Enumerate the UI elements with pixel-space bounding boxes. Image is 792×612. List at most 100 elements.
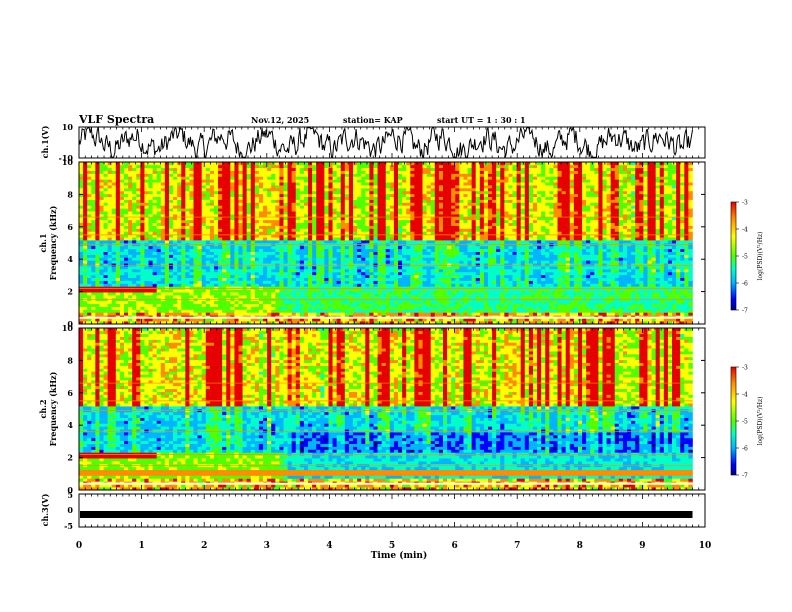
spectrogram-cell (377, 300, 382, 305)
spectrogram-cell (357, 173, 362, 177)
spectrogram-cell (181, 289, 186, 293)
spectrogram-cell (213, 222, 219, 226)
spectrogram-cell (144, 248, 149, 252)
spectrogram-cell (385, 225, 391, 229)
spectrogram-cell (164, 173, 170, 177)
spectrogram-cell (168, 260, 174, 264)
spectrogram-cell (410, 162, 415, 166)
spectrogram-cell (348, 269, 354, 273)
spectrogram-cell (91, 190, 96, 195)
spectrogram-cell (377, 211, 382, 215)
spectrogram-cell (287, 269, 292, 273)
spectrogram-cell (226, 309, 231, 313)
spectrogram-cell (299, 263, 305, 267)
spectrogram-cell (115, 170, 121, 174)
spectrogram-cell (430, 231, 436, 235)
spectrogram-cell (115, 216, 121, 221)
spectrogram-cell (279, 280, 284, 284)
spectrogram-cell (132, 228, 137, 232)
spectrogram-cell (226, 216, 231, 221)
spectrogram-cell (283, 176, 288, 180)
spectrogram-cell (373, 185, 378, 189)
spectrogram-cell (316, 289, 321, 293)
spectrogram-cell (340, 240, 346, 244)
spectrogram-cell (156, 300, 162, 305)
spectrogram-cell (246, 283, 252, 287)
spectrogram-cell (271, 254, 276, 258)
spectrogram-cell (201, 280, 207, 284)
spectrogram-cell (168, 251, 174, 255)
spectrogram-cell (402, 289, 407, 293)
spectrogram-cell (422, 185, 427, 189)
spectrogram-cell (168, 321, 174, 325)
spectrogram-cell (385, 318, 391, 322)
spectrogram-cell (328, 208, 333, 212)
spectrogram-cell (258, 190, 264, 195)
spectrogram-cell (336, 211, 342, 215)
spectrogram-cell (381, 202, 387, 206)
spectrogram-cell (361, 162, 366, 166)
spectrogram-cell (299, 188, 305, 192)
spectrogram-cell (242, 309, 247, 313)
spectrogram-cell (324, 280, 329, 284)
spectrogram-cell (152, 193, 158, 198)
spectrogram-cell (230, 208, 235, 212)
spectrogram-cell (357, 303, 362, 307)
spectrogram-cell (201, 188, 207, 192)
spectrogram-cell (144, 222, 149, 226)
spectrogram-cell (185, 237, 190, 241)
spectrogram-cell (242, 289, 247, 293)
spectrogram-cell (422, 271, 427, 276)
spectrogram-cell (410, 173, 415, 177)
spectrogram-cell (230, 196, 235, 200)
spectrogram-cell (209, 190, 215, 195)
spectrogram-cell (369, 234, 374, 238)
spectrogram-cell (218, 280, 223, 284)
spectrogram-cell (414, 190, 419, 195)
spectrogram-cell (369, 248, 374, 252)
spectrogram-cell (348, 176, 354, 180)
spectrogram-cell (402, 248, 407, 252)
spectrogram-cell (369, 260, 374, 264)
spectrogram-cell (344, 251, 350, 255)
spectrogram-cell (340, 280, 346, 284)
spectrogram-cell (275, 185, 280, 189)
spectrogram-cell (99, 167, 104, 171)
spectrogram-cell (365, 179, 370, 183)
spectrogram-cell (344, 277, 350, 281)
spectrogram-cell (238, 170, 243, 174)
spectrogram-cell (132, 222, 137, 226)
spectrogram-cell (181, 260, 186, 264)
spectrogram-cell (148, 312, 153, 316)
spectrogram-cell (193, 202, 198, 206)
spectrogram-cell (168, 283, 174, 287)
spectrogram-cell (123, 196, 129, 200)
spectrogram-cell (254, 269, 260, 273)
spectrogram-cell (250, 205, 256, 209)
spectrogram-cell (344, 199, 350, 203)
spectrogram-cell (406, 164, 411, 169)
spectrogram-cell (328, 266, 333, 270)
spectrogram-cell (324, 286, 329, 290)
spectrogram-cell (83, 306, 88, 310)
spectrogram-cell (209, 295, 215, 299)
spectrogram-cell (107, 176, 113, 180)
spectrogram-cell (193, 269, 198, 273)
spectrogram-cell (328, 219, 333, 224)
spectrogram-cell (193, 219, 198, 224)
spectrogram-cell (103, 283, 108, 287)
spectrogram-cell (168, 188, 174, 192)
spectrogram-cell (177, 225, 182, 229)
spectrogram-cell (115, 196, 121, 200)
spectrogram-cell (398, 263, 403, 267)
spectrogram-cell (426, 208, 432, 212)
spectrogram-cell (365, 219, 370, 224)
spectrogram-cell (410, 274, 415, 279)
spectrogram-cell (353, 245, 358, 250)
spectrogram-cell (414, 176, 419, 180)
spectrogram-cell (209, 254, 215, 258)
spectrogram-cell (230, 231, 235, 235)
spectrogram-cell (402, 277, 407, 281)
spectrogram-cell (344, 185, 350, 189)
